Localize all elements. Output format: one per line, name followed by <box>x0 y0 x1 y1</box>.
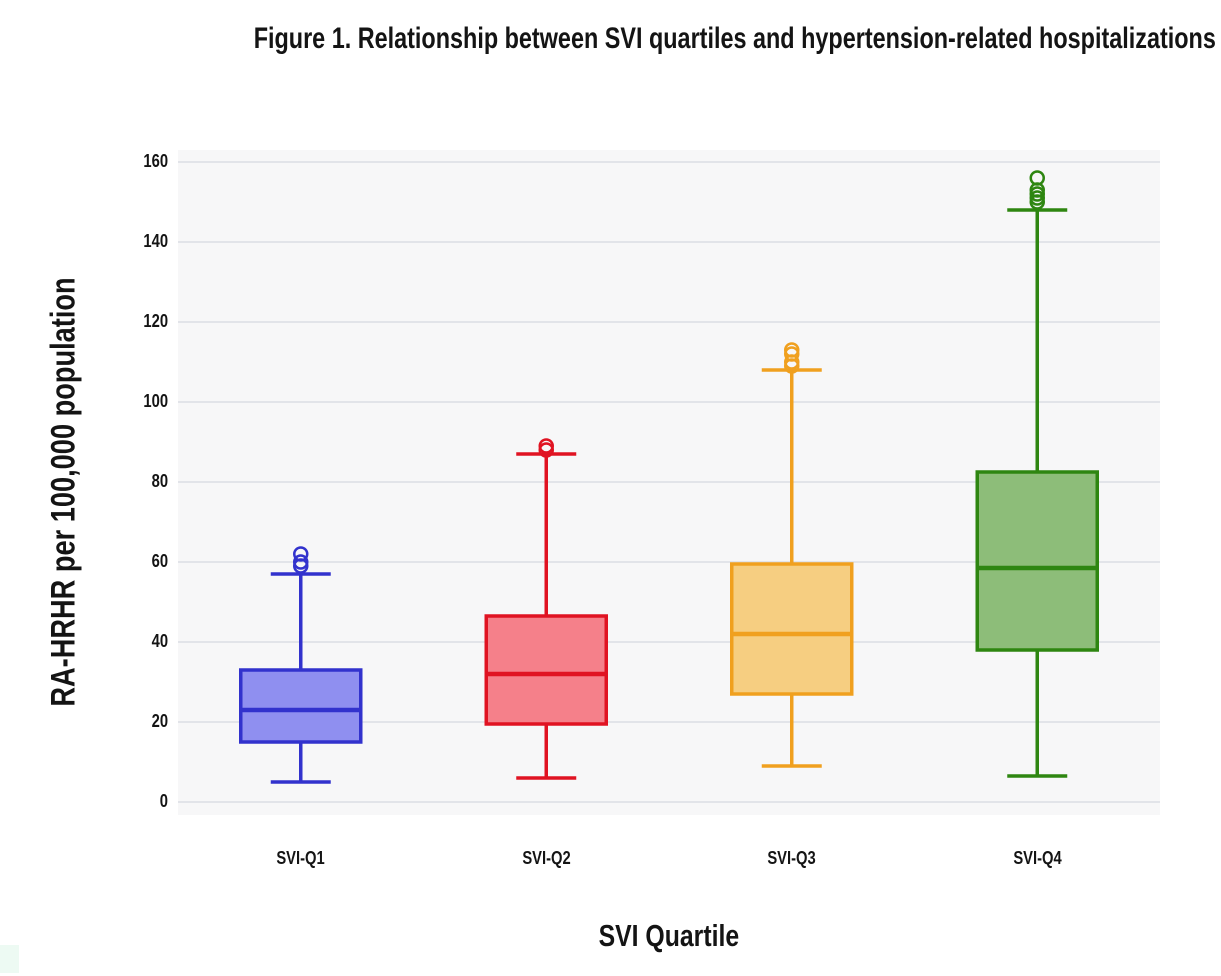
y-tick-label-120: 120 <box>108 311 168 332</box>
y-tick-text: 120 <box>143 311 168 331</box>
outlier-svi-q1 <box>293 546 309 562</box>
corner-watermark <box>0 945 19 973</box>
y-tick-label-0: 0 <box>108 791 168 812</box>
y-tick-label-160: 160 <box>108 151 168 172</box>
x-axis-title: SVI Quartile <box>178 918 1160 954</box>
outlier-svi-q3 <box>784 342 800 358</box>
box-svi-q2 <box>484 614 608 726</box>
y-tick-label-40: 40 <box>108 631 168 652</box>
y-tick-text: 80 <box>151 471 168 491</box>
y-tick-text: 40 <box>151 631 168 651</box>
y-tick-label-140: 140 <box>108 231 168 252</box>
y-tick-text: 20 <box>151 711 168 731</box>
outlier-svi-q2 <box>538 438 554 454</box>
box-svi-q1 <box>239 668 363 744</box>
x-axis-title-text: SVI Quartile <box>598 918 740 953</box>
y-tick-text: 140 <box>143 231 168 251</box>
y-tick-label-80: 80 <box>108 471 168 492</box>
box-svi-q4 <box>975 470 1099 652</box>
y-tick-text: 60 <box>151 551 168 571</box>
x-tick-label-svi-q2: SVI-Q2 <box>466 848 626 869</box>
box-svi-q3 <box>730 562 854 696</box>
x-tick-text: SVI-Q4 <box>1013 848 1062 868</box>
outlier-svi-q1 <box>293 554 309 570</box>
outlier-svi-q4 <box>1029 170 1045 186</box>
chart-title-text: Figure 1. Relationship between SVI quart… <box>253 22 1216 55</box>
y-tick-label-20: 20 <box>108 711 168 732</box>
x-tick-label-svi-q3: SVI-Q3 <box>712 848 872 869</box>
y-tick-text: 160 <box>143 151 168 171</box>
x-tick-label-svi-q4: SVI-Q4 <box>957 848 1117 869</box>
y-tick-label-100: 100 <box>108 391 168 412</box>
x-tick-text: SVI-Q2 <box>522 848 571 868</box>
x-tick-label-svi-q1: SVI-Q1 <box>221 848 381 869</box>
x-tick-text: SVI-Q1 <box>276 848 325 868</box>
chart-title: Figure 1. Relationship between SVI quart… <box>118 22 1221 56</box>
x-tick-text: SVI-Q3 <box>767 848 816 868</box>
y-tick-text: 100 <box>143 391 168 411</box>
y-axis-title-text: RA-HRHR per 100,000 population <box>44 277 83 707</box>
boxplot-canvas <box>178 150 1160 815</box>
y-tick-label-60: 60 <box>108 551 168 572</box>
y-tick-text: 0 <box>159 791 168 811</box>
